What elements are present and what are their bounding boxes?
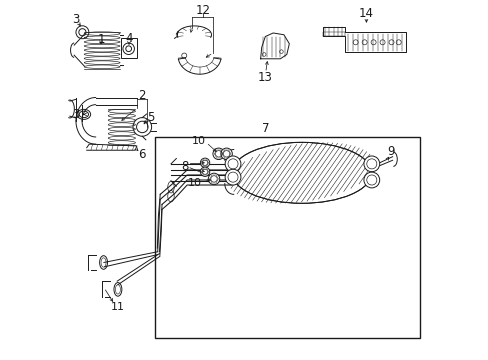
Circle shape [221, 148, 232, 159]
Ellipse shape [231, 142, 371, 203]
Text: 6: 6 [138, 148, 146, 161]
Circle shape [200, 158, 209, 167]
Text: 7: 7 [262, 122, 269, 135]
Bar [121, 38, 136, 58]
Text: 9: 9 [386, 145, 394, 158]
Text: 10: 10 [191, 136, 205, 145]
Circle shape [224, 156, 241, 172]
Circle shape [212, 148, 224, 159]
Circle shape [363, 156, 379, 172]
Text: 3: 3 [72, 108, 80, 121]
Text: 5: 5 [146, 112, 154, 125]
Text: 13: 13 [257, 71, 272, 84]
Text: 10: 10 [187, 178, 202, 188]
Circle shape [224, 169, 241, 185]
Text: 2: 2 [138, 89, 146, 102]
Text: 11: 11 [111, 302, 125, 312]
Ellipse shape [100, 256, 107, 269]
Circle shape [208, 173, 219, 185]
Circle shape [200, 167, 209, 176]
Text: 14: 14 [358, 8, 373, 21]
Text: 1: 1 [97, 32, 104, 46]
Text: 3: 3 [72, 13, 80, 26]
Text: 8: 8 [181, 160, 188, 173]
Text: 4: 4 [125, 32, 133, 45]
Bar [155, 137, 419, 338]
Circle shape [363, 172, 379, 188]
Ellipse shape [114, 283, 122, 296]
Text: 12: 12 [195, 4, 210, 17]
